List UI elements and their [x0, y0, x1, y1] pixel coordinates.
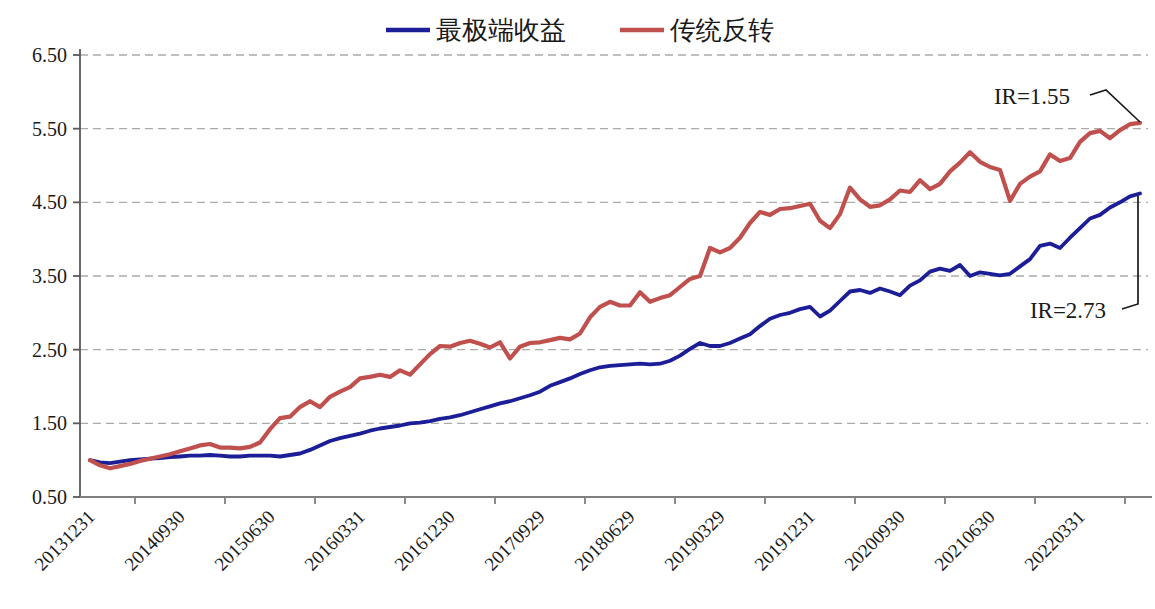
x-tick-label: 20160331 [300, 506, 369, 575]
y-axis: 6.50 5.50 4.50 3.50 2.50 1.50 0.50 [32, 44, 80, 508]
legend-label: 传统反转 [669, 16, 774, 45]
y-tick-label: 2.50 [32, 339, 67, 361]
legend: 最极端收益 传统反转 [386, 16, 774, 45]
y-tick-label: 6.50 [32, 44, 67, 66]
x-tick-label: 20170929 [480, 506, 549, 575]
annotation-ir-red: IR=1.55 [994, 84, 1140, 122]
x-tick-label: 20140930 [120, 506, 189, 575]
legend-item: 传统反转 [620, 16, 774, 45]
x-tick-label: 20131231 [30, 506, 99, 575]
x-tick-label: 20210630 [930, 506, 999, 575]
y-tick-label: 1.50 [32, 412, 67, 434]
x-tick-label: 20220331 [1020, 506, 1089, 575]
performance-line-chart: 6.505.504.503.502.501.500.50 20131231201… [0, 0, 1155, 609]
annotation-ir-blue: IR=2.73 [1030, 196, 1138, 323]
chart-canvas: 6.505.504.503.502.501.500.50 20131231201… [0, 0, 1155, 609]
annotation-leader-line [1122, 196, 1138, 309]
y-tick-label: 4.50 [32, 191, 67, 213]
y-tick-label: 3.50 [32, 265, 67, 287]
x-tick-label: 20180629 [570, 506, 639, 575]
x-tick-label: 20190329 [660, 506, 729, 575]
annotation-label: IR=2.73 [1030, 298, 1106, 323]
y-tick-label: 0.50 [32, 486, 67, 508]
legend-item: 最极端收益 [386, 16, 566, 45]
series-lines [90, 123, 1140, 469]
x-tick-label: 20200930 [840, 506, 909, 575]
annotation-leader-line [1090, 90, 1140, 122]
y-tick-label: 5.50 [32, 118, 67, 140]
x-tick-label: 20150630 [210, 506, 279, 575]
annotation-label: IR=1.55 [994, 84, 1070, 109]
x-tick-label: 20161230 [390, 506, 459, 575]
x-axis: 20131231 20140930 20150630 20160331 20161230… [30, 497, 1152, 575]
gridlines [80, 55, 1148, 423]
x-tick-label: 20191231 [750, 506, 819, 575]
series-line-red [90, 123, 1140, 469]
legend-label: 最极端收益 [436, 16, 566, 45]
